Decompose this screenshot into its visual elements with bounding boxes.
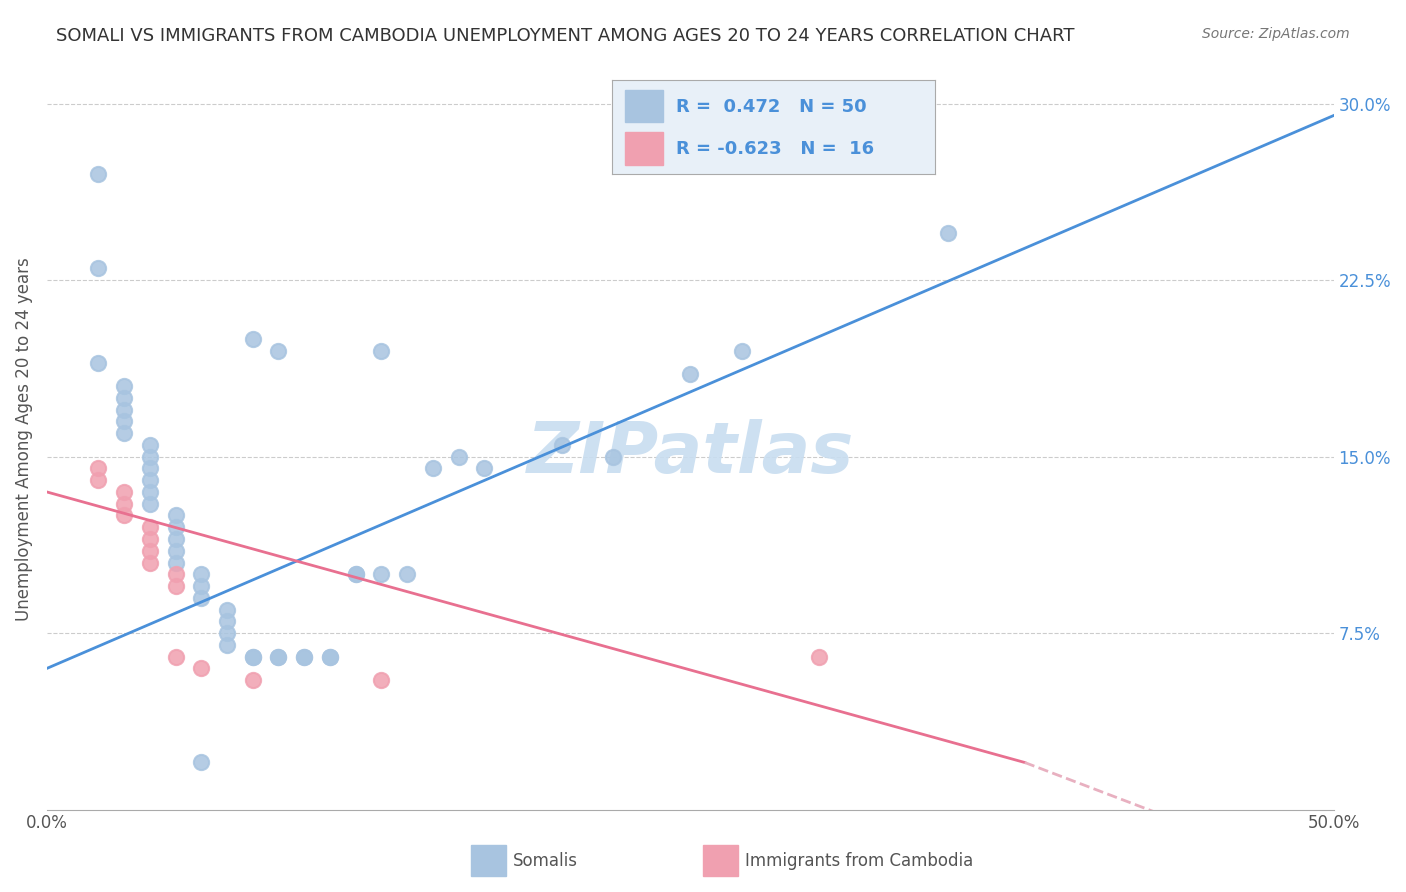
Point	[190, 567, 212, 582]
Point	[679, 368, 702, 382]
Point	[87, 473, 110, 487]
Point	[112, 379, 135, 393]
Point	[112, 485, 135, 500]
Point	[87, 261, 110, 276]
Point	[292, 649, 315, 664]
Point	[602, 450, 624, 464]
Text: R = -0.623   N =  16: R = -0.623 N = 16	[676, 140, 875, 158]
Point	[344, 567, 367, 582]
Point	[165, 543, 187, 558]
Point	[190, 756, 212, 770]
Point	[447, 450, 470, 464]
Text: R =  0.472   N = 50: R = 0.472 N = 50	[676, 97, 868, 115]
Point	[242, 649, 264, 664]
Point	[807, 649, 830, 664]
Point	[215, 638, 238, 652]
Point	[165, 520, 187, 534]
Point	[139, 438, 162, 452]
Point	[370, 673, 392, 688]
Point	[139, 532, 162, 546]
Point	[165, 579, 187, 593]
Point	[215, 626, 238, 640]
Point	[139, 543, 162, 558]
FancyBboxPatch shape	[624, 132, 664, 164]
Y-axis label: Unemployment Among Ages 20 to 24 years: Unemployment Among Ages 20 to 24 years	[15, 257, 32, 621]
Point	[139, 556, 162, 570]
Point	[190, 661, 212, 675]
Point	[242, 332, 264, 346]
Point	[472, 461, 495, 475]
Point	[87, 167, 110, 181]
Point	[190, 579, 212, 593]
Point	[139, 450, 162, 464]
Point	[165, 567, 187, 582]
Point	[112, 497, 135, 511]
Text: SOMALI VS IMMIGRANTS FROM CAMBODIA UNEMPLOYMENT AMONG AGES 20 TO 24 YEARS CORREL: SOMALI VS IMMIGRANTS FROM CAMBODIA UNEMP…	[56, 27, 1074, 45]
Point	[139, 473, 162, 487]
Point	[936, 226, 959, 240]
Point	[242, 649, 264, 664]
Point	[344, 567, 367, 582]
Point	[319, 649, 342, 664]
Point	[112, 508, 135, 523]
Point	[550, 438, 572, 452]
Text: Immigrants from Cambodia: Immigrants from Cambodia	[745, 852, 973, 870]
Point	[112, 426, 135, 441]
Point	[267, 649, 290, 664]
FancyBboxPatch shape	[624, 89, 664, 122]
Point	[370, 567, 392, 582]
Point	[267, 343, 290, 358]
Point	[139, 461, 162, 475]
Point	[215, 602, 238, 616]
Point	[87, 355, 110, 369]
Point	[165, 556, 187, 570]
Text: ZIPatlas: ZIPatlas	[526, 419, 853, 488]
Point	[370, 343, 392, 358]
Point	[112, 391, 135, 405]
Point	[215, 615, 238, 629]
Point	[422, 461, 444, 475]
Point	[396, 567, 419, 582]
Point	[139, 497, 162, 511]
Point	[242, 673, 264, 688]
Point	[190, 591, 212, 605]
Point	[165, 649, 187, 664]
Point	[731, 343, 754, 358]
Text: Source: ZipAtlas.com: Source: ZipAtlas.com	[1202, 27, 1350, 41]
Point	[87, 461, 110, 475]
Point	[319, 649, 342, 664]
Text: Somalis: Somalis	[513, 852, 578, 870]
Point	[139, 520, 162, 534]
Point	[139, 485, 162, 500]
Point	[112, 414, 135, 428]
Point	[267, 649, 290, 664]
Point	[165, 508, 187, 523]
Point	[165, 532, 187, 546]
Point	[292, 649, 315, 664]
Point	[112, 402, 135, 417]
